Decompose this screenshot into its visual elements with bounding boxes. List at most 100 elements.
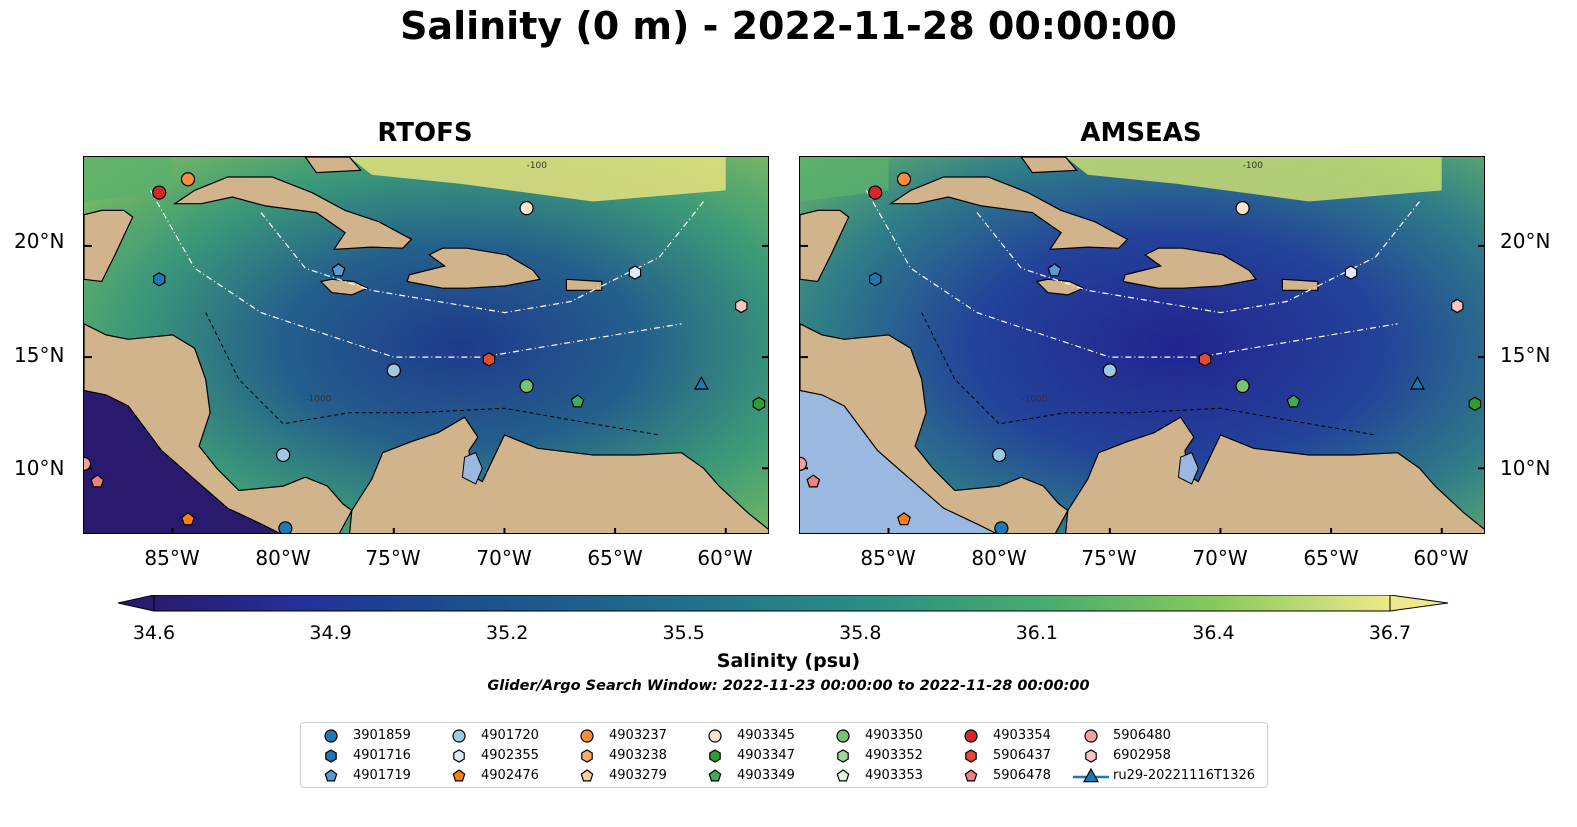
colorbar-tick-label: 36.4 bbox=[1192, 622, 1235, 644]
legend-pentagon-icon[interactable] bbox=[836, 769, 850, 782]
legend-marker bbox=[836, 769, 850, 782]
legend-hexagon-icon[interactable] bbox=[1085, 749, 1097, 763]
legend-marker bbox=[452, 769, 466, 782]
legend-label: ru29-20221116T1326 bbox=[1113, 768, 1256, 783]
legend-marker bbox=[452, 729, 466, 743]
legend-circle-icon[interactable] bbox=[324, 729, 338, 743]
legend-hexagon-icon[interactable] bbox=[709, 749, 721, 763]
legend-label: 4903347 bbox=[737, 748, 795, 763]
float-marker-4903347[interactable] bbox=[752, 396, 766, 411]
legend-pentagon-icon[interactable] bbox=[452, 769, 466, 782]
legend-label: 5906437 bbox=[993, 748, 1051, 763]
legend-label: 4903350 bbox=[865, 728, 923, 743]
central-america-land bbox=[800, 323, 1069, 533]
legend-circle-icon[interactable] bbox=[1084, 729, 1098, 743]
figure-title: Salinity (0 m) - 2022-11-28 00:00:00 bbox=[400, 4, 1177, 48]
isobath-contour bbox=[921, 312, 1376, 436]
float-marker-4903347[interactable] bbox=[1468, 396, 1482, 411]
float-marker-4901720[interactable] bbox=[992, 447, 1007, 463]
legend-hexagon-icon[interactable] bbox=[965, 749, 977, 763]
legend-label: 4901719 bbox=[353, 768, 411, 783]
legend-pentagon-icon[interactable] bbox=[580, 769, 594, 782]
float-marker-6902958[interactable] bbox=[734, 298, 748, 314]
eez-boundary bbox=[976, 201, 1421, 314]
map-panel-rtofs[interactable]: -100 -1000 bbox=[83, 156, 769, 534]
float-marker-3901859[interactable] bbox=[994, 521, 1009, 534]
legend-hexagon-icon[interactable] bbox=[837, 749, 849, 763]
eez-boundary bbox=[149, 190, 682, 358]
float-marker-4901719[interactable] bbox=[1047, 263, 1062, 277]
legend-pentagon-icon[interactable] bbox=[964, 769, 978, 782]
float-marker-ru29-20221116T1326[interactable] bbox=[693, 376, 709, 390]
colorbar-tick-label: 36.1 bbox=[1015, 622, 1058, 644]
legend-circle-icon[interactable] bbox=[580, 729, 594, 743]
float-marker-5906478[interactable] bbox=[90, 474, 105, 488]
lat-label-20n-right: 20°N bbox=[1500, 229, 1551, 253]
float-marker-5906437[interactable] bbox=[482, 352, 496, 367]
cuba-land bbox=[888, 176, 1129, 250]
legend-label: 3901859 bbox=[353, 728, 411, 743]
lon-label-70w-left: 70°W bbox=[476, 546, 532, 570]
float-marker-4902476[interactable] bbox=[897, 512, 911, 526]
float-marker-6902958[interactable] bbox=[1450, 298, 1464, 314]
legend-circle-icon[interactable] bbox=[964, 729, 978, 743]
float-marker-4901716[interactable] bbox=[868, 272, 882, 287]
legend-hexagon-icon[interactable] bbox=[581, 749, 593, 763]
float-marker-4901719[interactable] bbox=[331, 263, 346, 277]
isobath-label: -100 bbox=[1243, 161, 1264, 171]
legend-label: 4903237 bbox=[609, 728, 667, 743]
legend-circle-icon[interactable] bbox=[452, 729, 466, 743]
float-marker-4901720[interactable] bbox=[386, 363, 401, 378]
float-marker-4903354[interactable] bbox=[152, 185, 167, 200]
lon-label-70w-right: 70°W bbox=[1192, 546, 1248, 570]
legend-marker bbox=[836, 729, 850, 743]
legend-hexagon-icon[interactable] bbox=[453, 749, 465, 763]
float-marker-4903349[interactable] bbox=[570, 394, 585, 408]
float-marker-4903350[interactable] bbox=[1235, 378, 1250, 394]
float-marker-5906480[interactable] bbox=[84, 456, 92, 471]
float-marker-5906480[interactable] bbox=[800, 456, 808, 471]
colorbar-label: Salinity (psu) bbox=[716, 650, 861, 672]
hispaniola-land bbox=[1122, 247, 1257, 289]
float-marker-4903349[interactable] bbox=[1286, 394, 1301, 408]
legend-marker bbox=[964, 729, 978, 743]
float-marker-4901716[interactable] bbox=[152, 272, 166, 287]
yucatan-land bbox=[800, 209, 850, 283]
float-marker-5906437[interactable] bbox=[1198, 352, 1212, 367]
float-marker-4902476[interactable] bbox=[181, 512, 195, 526]
legend-circle-icon[interactable] bbox=[836, 729, 850, 743]
float-marker-4901720[interactable] bbox=[276, 447, 291, 463]
bahamas-land bbox=[304, 157, 362, 174]
legend-pentagon-icon[interactable] bbox=[324, 769, 338, 782]
legend-marker bbox=[708, 769, 722, 782]
pacific-ocean bbox=[800, 390, 996, 533]
legend-marker bbox=[324, 729, 338, 743]
legend-marker bbox=[580, 729, 594, 743]
float-marker-4903350[interactable] bbox=[519, 378, 534, 394]
legend-marker bbox=[1073, 767, 1109, 783]
isobath-label: -1000 bbox=[1021, 395, 1047, 405]
float-marker-4903237[interactable] bbox=[896, 172, 912, 187]
eez-boundary bbox=[865, 190, 1398, 358]
legend-label: 4902355 bbox=[481, 748, 539, 763]
panel-title-amseas: AMSEAS bbox=[1080, 118, 1202, 148]
colorbar-tick-label: 35.2 bbox=[485, 622, 529, 644]
float-marker-4903354[interactable] bbox=[868, 185, 883, 200]
float-marker-4903237[interactable] bbox=[180, 172, 196, 187]
legend-hexagon-icon[interactable] bbox=[325, 749, 337, 763]
legend-circle-icon[interactable] bbox=[708, 729, 722, 743]
float-marker-5906478[interactable] bbox=[806, 474, 821, 488]
map-panel-amseas[interactable]: -100 -1000 bbox=[799, 156, 1485, 534]
float-marker-4901720[interactable] bbox=[1102, 363, 1117, 378]
colorbar-tick-label: 36.7 bbox=[1368, 622, 1412, 644]
legend-pentagon-icon[interactable] bbox=[708, 769, 722, 782]
legend-label: 4902476 bbox=[481, 768, 539, 783]
float-marker-4903345[interactable] bbox=[519, 201, 534, 216]
lat-label-10n-right: 10°N bbox=[1500, 456, 1551, 480]
float-marker-4902355[interactable] bbox=[628, 265, 642, 280]
float-marker-3901859[interactable] bbox=[278, 521, 293, 534]
float-marker-4903345[interactable] bbox=[1235, 201, 1250, 216]
float-marker-4902355[interactable] bbox=[1344, 265, 1358, 280]
legend-triangle-icon[interactable] bbox=[1082, 767, 1100, 783]
float-marker-ru29-20221116T1326[interactable] bbox=[1409, 376, 1425, 390]
